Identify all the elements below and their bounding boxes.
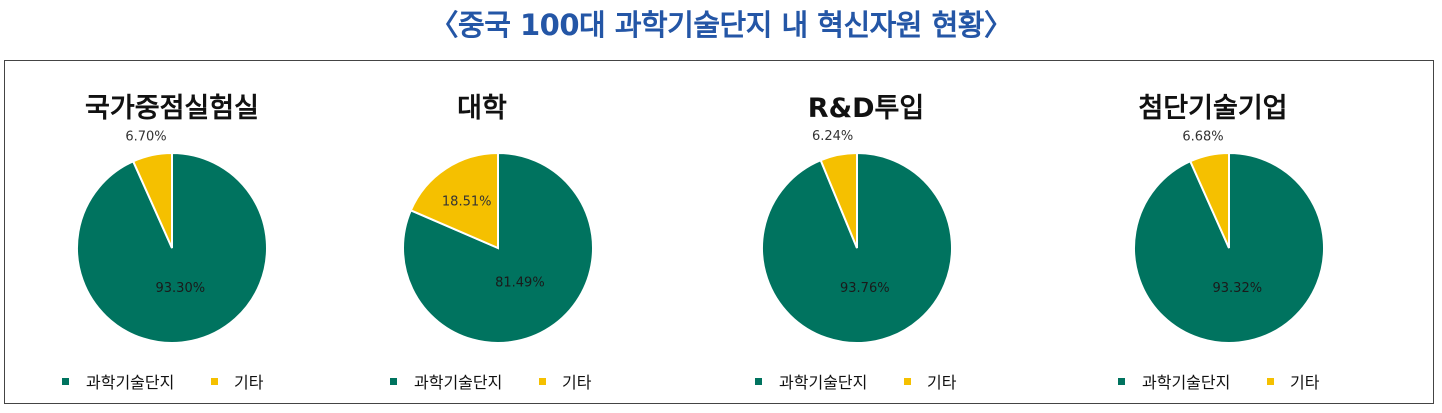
data-label: 81.49% [495, 275, 545, 290]
legend-swatch-other [211, 378, 218, 385]
data-label: 6.24% [812, 129, 853, 144]
legend-label: 기타 [1290, 373, 1320, 392]
charts-frame [4, 60, 1434, 404]
legend-label: 기타 [927, 373, 957, 392]
data-label: 6.70% [125, 130, 166, 145]
data-label: 93.32% [1213, 281, 1263, 296]
chart-title: 첨단기술기업 [1138, 93, 1287, 124]
pie-slice-other [131, 151, 173, 249]
legend-swatch-science-park [390, 378, 397, 385]
legend-label: 과학기술단지 [1142, 373, 1230, 392]
legend-swatch-science-park [62, 378, 69, 385]
legend-label: 과학기술단지 [414, 373, 502, 392]
data-label: 6.68% [1182, 130, 1223, 145]
page-title: 〈중국 100대 과학기술단지 내 혁신자원 현황〉 [429, 8, 1013, 42]
legend-label: 기타 [562, 373, 592, 392]
legend-swatch-other [904, 378, 911, 385]
legend-label: 기타 [234, 373, 264, 392]
legend-swatch-other [1267, 378, 1274, 385]
pie-slice-other [1188, 151, 1230, 249]
chart-title: 국가중점실험실 [85, 93, 259, 124]
legend-label: 과학기술단지 [86, 373, 174, 392]
data-label: 18.51% [442, 194, 492, 209]
legend-label: 과학기술단지 [779, 373, 867, 392]
legend-swatch-science-park [1118, 378, 1125, 385]
data-label: 93.30% [156, 281, 206, 296]
chart-title: R&D투입 [808, 93, 924, 124]
data-label: 93.76% [840, 281, 890, 296]
pie-slice-other [409, 151, 499, 250]
pie-slice-other [819, 151, 858, 249]
legend-swatch-other [539, 378, 546, 385]
chart-title: 대학 [457, 93, 507, 124]
legend-swatch-science-park [755, 378, 762, 385]
